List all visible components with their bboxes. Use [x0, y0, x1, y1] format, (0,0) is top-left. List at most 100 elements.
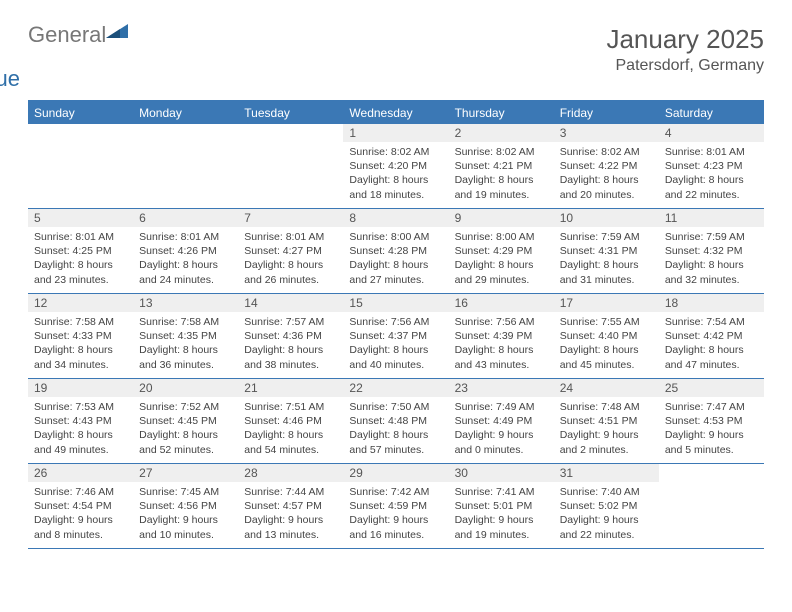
- sunrise-line: Sunrise: 8:01 AM: [244, 230, 337, 244]
- daylight-line-2: and 54 minutes.: [244, 443, 337, 457]
- sunset-line: Sunset: 4:23 PM: [665, 159, 758, 173]
- day-number: 22: [343, 379, 448, 397]
- day-cell: 12Sunrise: 7:58 AMSunset: 4:33 PMDayligh…: [28, 294, 133, 378]
- sunset-line: Sunset: 4:42 PM: [665, 329, 758, 343]
- sunset-line: Sunset: 4:53 PM: [665, 414, 758, 428]
- daylight-line: Daylight: 8 hours: [244, 258, 337, 272]
- day-number: 8: [343, 209, 448, 227]
- day-header: Tuesday: [238, 102, 343, 124]
- sunset-line: Sunset: 4:46 PM: [244, 414, 337, 428]
- sunrise-line: Sunrise: 7:59 AM: [560, 230, 653, 244]
- daylight-line: Daylight: 8 hours: [455, 258, 548, 272]
- sunrise-line: Sunrise: 8:02 AM: [349, 145, 442, 159]
- day-number: 26: [28, 464, 133, 482]
- sunset-line: Sunset: 4:56 PM: [139, 499, 232, 513]
- day-cell: 16Sunrise: 7:56 AMSunset: 4:39 PMDayligh…: [449, 294, 554, 378]
- daylight-line-2: and 24 minutes.: [139, 273, 232, 287]
- day-number: 19: [28, 379, 133, 397]
- daylight-line: Daylight: 9 hours: [455, 513, 548, 527]
- day-number: 20: [133, 379, 238, 397]
- day-header: Sunday: [28, 102, 133, 124]
- day-number: 21: [238, 379, 343, 397]
- daylight-line-2: and 38 minutes.: [244, 358, 337, 372]
- sunrise-line: Sunrise: 8:02 AM: [455, 145, 548, 159]
- sunset-line: Sunset: 4:48 PM: [349, 414, 442, 428]
- daylight-line-2: and 22 minutes.: [665, 188, 758, 202]
- daylight-line-2: and 13 minutes.: [244, 528, 337, 542]
- day-number: 5: [28, 209, 133, 227]
- day-cell: 15Sunrise: 7:56 AMSunset: 4:37 PMDayligh…: [343, 294, 448, 378]
- day-cell: 14Sunrise: 7:57 AMSunset: 4:36 PMDayligh…: [238, 294, 343, 378]
- daylight-line: Daylight: 8 hours: [34, 258, 127, 272]
- day-header: Wednesday: [343, 102, 448, 124]
- day-cell: 20Sunrise: 7:52 AMSunset: 4:45 PMDayligh…: [133, 379, 238, 463]
- sunset-line: Sunset: 4:43 PM: [34, 414, 127, 428]
- daylight-line: Daylight: 8 hours: [349, 258, 442, 272]
- sunrise-line: Sunrise: 7:58 AM: [139, 315, 232, 329]
- daylight-line-2: and 40 minutes.: [349, 358, 442, 372]
- daylight-line-2: and 26 minutes.: [244, 273, 337, 287]
- daylight-line-2: and 23 minutes.: [34, 273, 127, 287]
- daylight-line-2: and 29 minutes.: [455, 273, 548, 287]
- week-row: 1Sunrise: 8:02 AMSunset: 4:20 PMDaylight…: [28, 124, 764, 209]
- day-number: 27: [133, 464, 238, 482]
- day-cell: 5Sunrise: 8:01 AMSunset: 4:25 PMDaylight…: [28, 209, 133, 293]
- daylight-line: Daylight: 9 hours: [455, 428, 548, 442]
- daylight-line-2: and 45 minutes.: [560, 358, 653, 372]
- sunrise-line: Sunrise: 7:47 AM: [665, 400, 758, 414]
- day-header: Friday: [554, 102, 659, 124]
- daylight-line-2: and 36 minutes.: [139, 358, 232, 372]
- daylight-line: Daylight: 8 hours: [244, 428, 337, 442]
- sunset-line: Sunset: 4:59 PM: [349, 499, 442, 513]
- sunrise-line: Sunrise: 7:45 AM: [139, 485, 232, 499]
- day-cell: 10Sunrise: 7:59 AMSunset: 4:31 PMDayligh…: [554, 209, 659, 293]
- day-cell: 26Sunrise: 7:46 AMSunset: 4:54 PMDayligh…: [28, 464, 133, 548]
- daylight-line-2: and 27 minutes.: [349, 273, 442, 287]
- week-row: 5Sunrise: 8:01 AMSunset: 4:25 PMDaylight…: [28, 209, 764, 294]
- sunset-line: Sunset: 4:57 PM: [244, 499, 337, 513]
- week-row: 12Sunrise: 7:58 AMSunset: 4:33 PMDayligh…: [28, 294, 764, 379]
- day-cell: 8Sunrise: 8:00 AMSunset: 4:28 PMDaylight…: [343, 209, 448, 293]
- daylight-line: Daylight: 8 hours: [139, 343, 232, 357]
- daylight-line: Daylight: 8 hours: [34, 343, 127, 357]
- sunrise-line: Sunrise: 7:46 AM: [34, 485, 127, 499]
- flag-icon: [106, 24, 132, 46]
- day-number: 10: [554, 209, 659, 227]
- sunset-line: Sunset: 4:49 PM: [455, 414, 548, 428]
- sunrise-line: Sunrise: 8:01 AM: [139, 230, 232, 244]
- sunset-line: Sunset: 4:27 PM: [244, 244, 337, 258]
- sunset-line: Sunset: 4:51 PM: [560, 414, 653, 428]
- daylight-line: Daylight: 8 hours: [139, 428, 232, 442]
- sunrise-line: Sunrise: 7:53 AM: [34, 400, 127, 414]
- day-cell: 30Sunrise: 7:41 AMSunset: 5:01 PMDayligh…: [449, 464, 554, 548]
- sunrise-line: Sunrise: 7:51 AM: [244, 400, 337, 414]
- daylight-line-2: and 10 minutes.: [139, 528, 232, 542]
- daylight-line: Daylight: 8 hours: [349, 173, 442, 187]
- daylight-line: Daylight: 8 hours: [665, 258, 758, 272]
- sunrise-line: Sunrise: 8:00 AM: [455, 230, 548, 244]
- day-cell: 29Sunrise: 7:42 AMSunset: 4:59 PMDayligh…: [343, 464, 448, 548]
- day-cell: 22Sunrise: 7:50 AMSunset: 4:48 PMDayligh…: [343, 379, 448, 463]
- day-cell: 25Sunrise: 7:47 AMSunset: 4:53 PMDayligh…: [659, 379, 764, 463]
- sunset-line: Sunset: 4:25 PM: [34, 244, 127, 258]
- weeks-container: 1Sunrise: 8:02 AMSunset: 4:20 PMDaylight…: [28, 124, 764, 549]
- daylight-line: Daylight: 9 hours: [665, 428, 758, 442]
- day-cell: 19Sunrise: 7:53 AMSunset: 4:43 PMDayligh…: [28, 379, 133, 463]
- sunset-line: Sunset: 4:32 PM: [665, 244, 758, 258]
- week-row: 26Sunrise: 7:46 AMSunset: 4:54 PMDayligh…: [28, 464, 764, 549]
- day-number: 4: [659, 124, 764, 142]
- day-number: 31: [554, 464, 659, 482]
- day-number: 30: [449, 464, 554, 482]
- sunset-line: Sunset: 4:31 PM: [560, 244, 653, 258]
- calendar: SundayMondayTuesdayWednesdayThursdayFrid…: [28, 100, 764, 549]
- logo-text-blue: Blue: [0, 68, 20, 90]
- day-header: Monday: [133, 102, 238, 124]
- day-cell: 27Sunrise: 7:45 AMSunset: 4:56 PMDayligh…: [133, 464, 238, 548]
- sunset-line: Sunset: 4:36 PM: [244, 329, 337, 343]
- day-number: [659, 464, 764, 482]
- day-cell: 3Sunrise: 8:02 AMSunset: 4:22 PMDaylight…: [554, 124, 659, 208]
- sunrise-line: Sunrise: 7:41 AM: [455, 485, 548, 499]
- daylight-line: Daylight: 8 hours: [139, 258, 232, 272]
- day-cell: 18Sunrise: 7:54 AMSunset: 4:42 PMDayligh…: [659, 294, 764, 378]
- logo: General Blue: [28, 24, 132, 90]
